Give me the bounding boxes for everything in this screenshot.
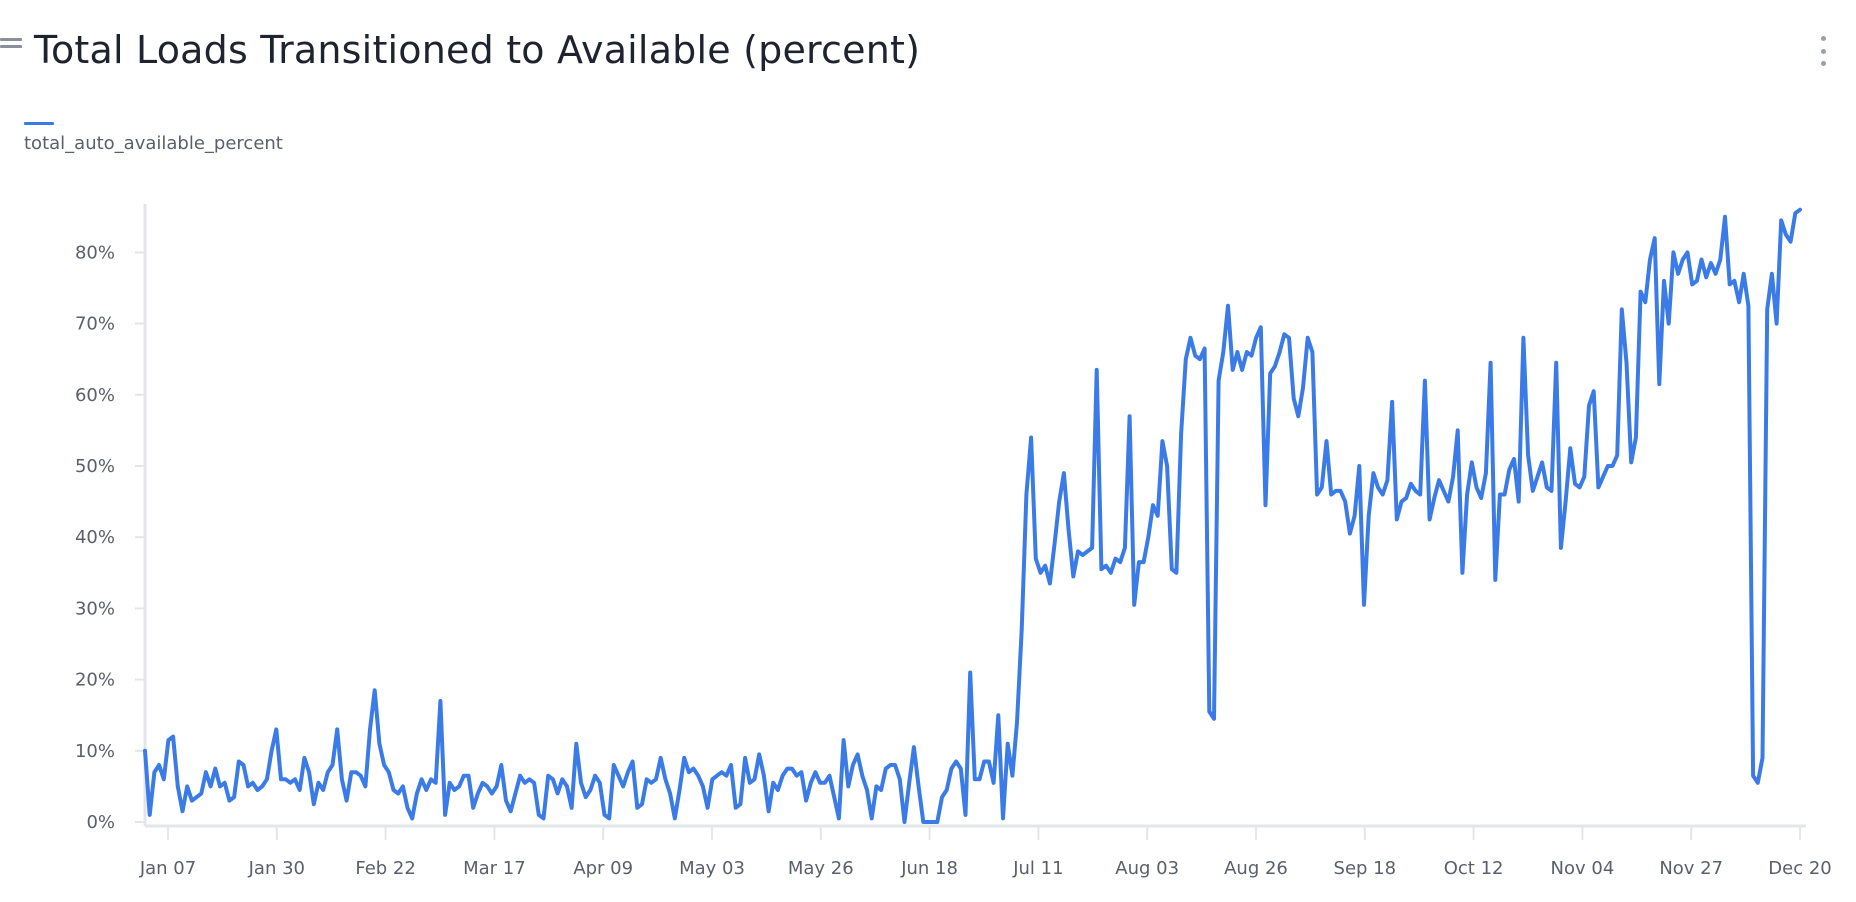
y-tick-label: 50% [75, 456, 115, 477]
drag-handle-icon[interactable] [0, 38, 22, 52]
x-tick-label: Nov 27 [1659, 858, 1723, 879]
x-tick-label: Dec 20 [1768, 858, 1831, 879]
y-tick-label: 20% [75, 670, 115, 691]
x-tick-label: Aug 03 [1115, 858, 1179, 879]
y-tick-label: 70% [75, 314, 115, 335]
x-tick-label: Oct 12 [1444, 858, 1504, 879]
x-tick-label: Nov 04 [1551, 858, 1615, 879]
legend-label[interactable]: total_auto_available_percent [24, 133, 283, 154]
x-tick-label: Mar 17 [463, 858, 526, 879]
legend: total_auto_available_percent [24, 122, 283, 154]
y-tick-label: 60% [75, 385, 115, 406]
x-tick-label: May 03 [679, 858, 745, 879]
line-chart: 0% 10% 20% 30% 40% 50% 60% 70% 80% Jan 07 Jan 30 Fe… [75, 204, 1832, 879]
x-tick-label: Sep 18 [1334, 858, 1397, 879]
legend-swatch [24, 122, 54, 125]
x-tick-label: Aug 26 [1224, 858, 1288, 879]
x-tick-label: May 26 [788, 858, 854, 879]
x-tick-label: Feb 22 [355, 858, 416, 879]
y-tick-label: 80% [75, 242, 115, 263]
x-tick-label: Jun 18 [900, 858, 958, 879]
more-options-icon[interactable] [1818, 36, 1828, 66]
y-tick-label: 40% [75, 527, 115, 548]
x-tick-label: Apr 09 [573, 858, 633, 879]
chart-title: Total Loads Transitioned to Available (p… [34, 28, 921, 72]
y-tick-label: 10% [75, 741, 115, 762]
y-tick-label: 30% [75, 598, 115, 619]
y-tick-label: 0% [86, 812, 115, 833]
x-tick-label: Jan 30 [248, 858, 305, 879]
series-line-0 [143, 207, 1802, 824]
x-tick-label: Jul 11 [1012, 858, 1063, 879]
x-tick-label: Jan 07 [139, 858, 196, 879]
